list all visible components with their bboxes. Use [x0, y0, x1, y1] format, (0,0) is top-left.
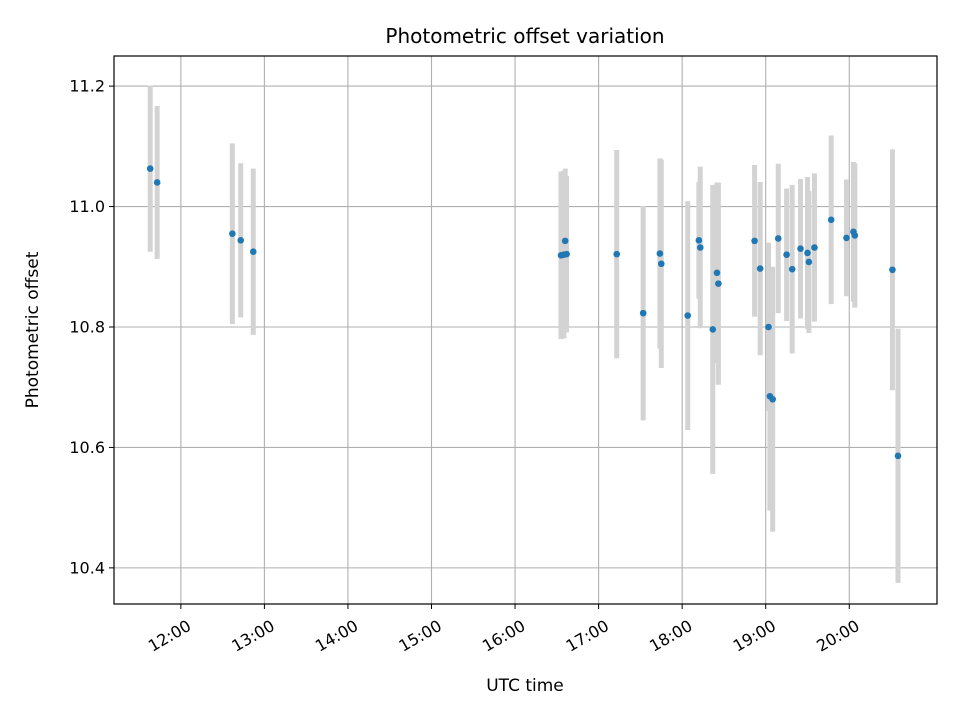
data-point [656, 250, 664, 257]
data-point [639, 309, 647, 317]
data-point [769, 395, 776, 403]
data-point [783, 251, 790, 259]
data-point [657, 260, 665, 268]
data-point [774, 235, 782, 242]
data-point [695, 236, 703, 244]
y-axis-title: Photometric offset [23, 251, 43, 408]
y-tick-label: 10.8 [69, 317, 105, 336]
data-point [713, 269, 721, 277]
chart-title: Photometric offset variation [385, 24, 664, 48]
data-point [696, 244, 704, 251]
data-point [804, 249, 811, 257]
data-point [765, 323, 772, 331]
data-point [249, 248, 257, 256]
y-tick-label: 10.4 [69, 558, 105, 577]
y-tick-label: 11.0 [69, 197, 105, 216]
data-point [613, 250, 621, 258]
data-point [561, 237, 569, 245]
data-point [756, 265, 764, 272]
data-point [563, 250, 570, 258]
data-point [153, 179, 161, 186]
data-point [751, 237, 758, 245]
data-point [894, 452, 902, 460]
data-points [146, 165, 902, 460]
data-point [805, 258, 813, 266]
x-axis-title: UTC time [486, 676, 564, 696]
data-point [715, 280, 722, 287]
y-axis-ticks: 10.4 10.6 10.8 11.0 11.2 [69, 77, 114, 577]
data-point [811, 244, 818, 251]
y-tick-label: 11.2 [69, 77, 105, 96]
data-point [237, 236, 245, 244]
data-point [684, 312, 692, 319]
data-point [146, 165, 154, 172]
data-point [889, 266, 896, 274]
data-point [788, 265, 796, 273]
data-point [797, 245, 804, 253]
y-tick-label: 10.6 [69, 438, 105, 457]
data-point [843, 234, 850, 242]
plot-frame [113, 55, 938, 605]
data-point [709, 326, 717, 333]
data-point [851, 232, 859, 239]
data-point [229, 230, 236, 237]
data-point [827, 216, 835, 224]
